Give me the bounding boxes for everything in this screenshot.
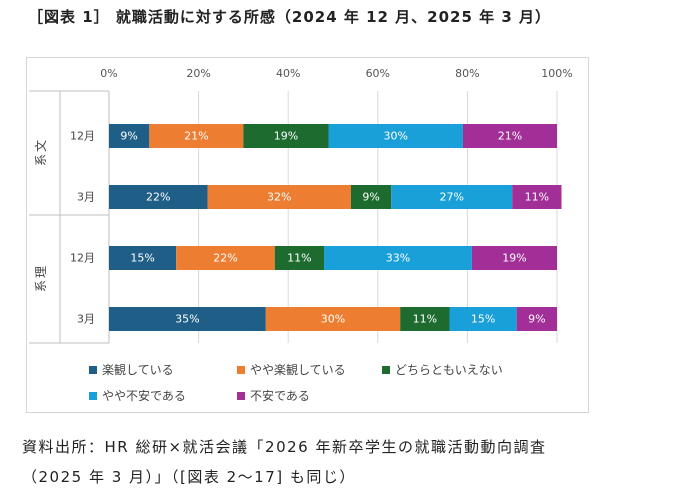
bar-segment — [243, 124, 329, 148]
data-label: 33% — [386, 252, 410, 265]
data-label: 22% — [213, 252, 237, 265]
data-label: 11% — [525, 191, 549, 204]
figure-title: ［図表 1］ 就職活動に対する所感（2024 年 12 月、2025 年 3 月… — [28, 8, 552, 26]
bar-segment — [149, 124, 244, 148]
bar-segment — [471, 246, 557, 270]
source-line-1: 資料出所：HR 総研×就活会議「2026 年新卒学生の就職活動動向調査 — [22, 438, 547, 456]
bar-segment — [109, 307, 266, 331]
category-label: 3月 — [77, 191, 95, 204]
data-label: 11% — [413, 313, 437, 326]
group-label-char: 系 — [34, 154, 48, 166]
bar-segment — [462, 124, 557, 148]
bar-segment — [516, 307, 557, 331]
data-label: 35% — [175, 313, 199, 326]
category-label: 12月 — [70, 252, 95, 265]
data-label: 9% — [362, 191, 379, 204]
data-label: 21% — [498, 130, 522, 143]
data-label: 15% — [471, 313, 495, 326]
bar-segment — [109, 124, 150, 148]
bar-segment — [328, 124, 463, 148]
data-label: 30% — [383, 130, 407, 143]
group-label-char: 文 — [33, 140, 48, 152]
x-tick-label: 60% — [366, 67, 390, 80]
source-note: 資料出所：HR 総研×就活会議「2026 年新卒学生の就職活動動向調査 （202… — [22, 432, 546, 492]
x-tick-label: 0% — [100, 67, 117, 80]
data-label: 22% — [146, 191, 170, 204]
bar-segment — [265, 307, 401, 331]
legend-swatch — [237, 392, 245, 400]
chart-frame: 0% 20% 40% 60% 80% 100% 文系理系 12月 3月 12月 3月 9% 21% 19%… — [26, 57, 589, 413]
x-tick-label: 20% — [186, 67, 210, 80]
legend-label: やや楽観している — [250, 363, 346, 377]
category-label: 3月 — [77, 313, 95, 326]
category-label: 12月 — [70, 130, 95, 143]
legend-swatch — [237, 366, 245, 374]
data-label: 9% — [120, 130, 137, 143]
legend-swatch — [89, 392, 97, 400]
data-label: 21% — [184, 130, 208, 143]
bar-segment — [512, 185, 562, 209]
data-label: 19% — [502, 252, 526, 265]
bar-segment — [400, 307, 450, 331]
x-tick-label: 40% — [276, 67, 300, 80]
legend-label: 不安である — [250, 388, 310, 403]
x-tick-label: 100% — [541, 67, 572, 80]
bar-segment — [109, 246, 177, 270]
source-line-2: （2025 年 3 月）」（[図表 2～17] も同じ） — [22, 468, 356, 486]
bar-segment — [207, 185, 351, 209]
legend-label: 楽観している — [102, 363, 174, 377]
bar-segment — [350, 185, 392, 209]
data-label: 9% — [528, 313, 545, 326]
legend-label: やや不安である — [102, 388, 186, 403]
group-label-char: 理 — [34, 266, 48, 278]
bar-segment — [176, 246, 275, 270]
data-label: 27% — [439, 191, 463, 204]
data-label: 15% — [130, 252, 154, 265]
legend-swatch — [89, 366, 97, 374]
data-label: 32% — [267, 191, 291, 204]
bar-segment — [274, 246, 325, 270]
bar-segment — [449, 307, 517, 331]
data-label: 19% — [274, 130, 298, 143]
data-label: 30% — [321, 313, 345, 326]
bar-segment — [391, 185, 513, 209]
legend-swatch — [382, 366, 390, 374]
legend-label: どちらともいえない — [395, 363, 503, 377]
bar-segment — [109, 185, 208, 209]
data-label: 11% — [287, 252, 311, 265]
x-tick-label: 80% — [455, 67, 479, 80]
bar-segment — [324, 246, 472, 270]
group-label-char: 系 — [34, 280, 48, 292]
